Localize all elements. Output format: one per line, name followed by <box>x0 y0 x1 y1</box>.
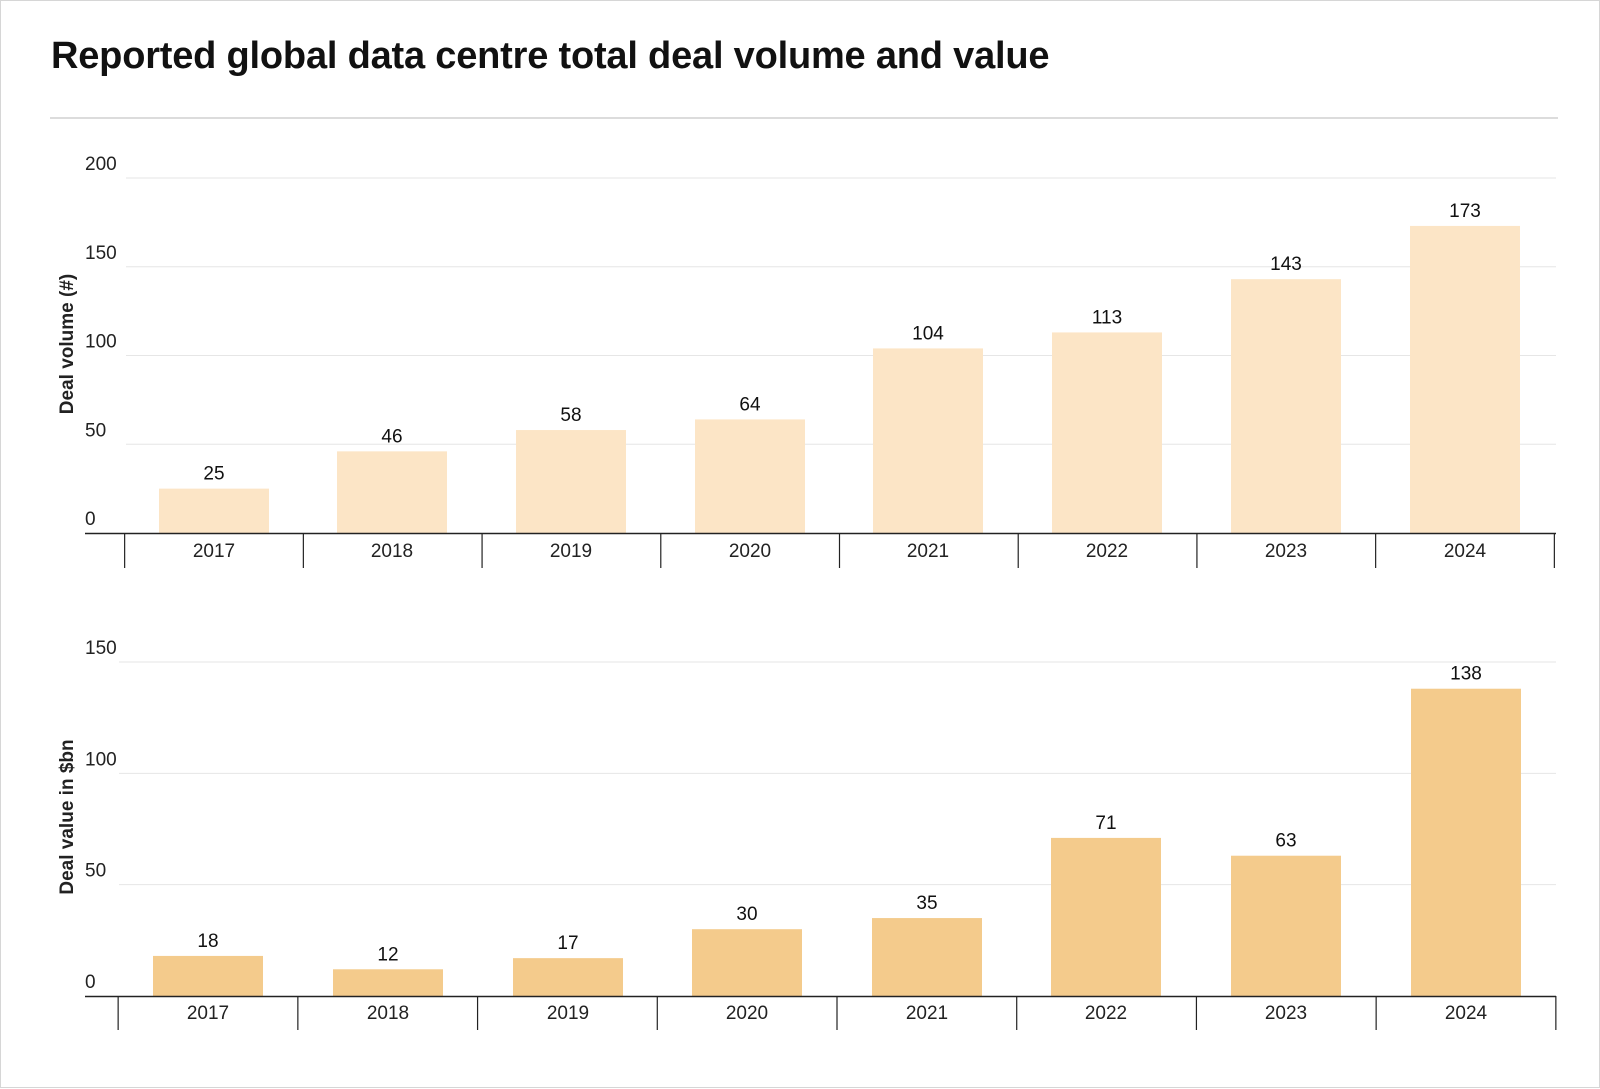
value-x-axis <box>85 995 1557 1030</box>
volume-x-tick-label: 2024 <box>1444 541 1487 562</box>
volume-bar <box>1231 279 1341 533</box>
volume-data-label: 64 <box>739 394 761 415</box>
value-data-labels: 18 12 17 30 35 71 63 138 <box>197 664 1481 966</box>
volume-bar <box>695 419 805 533</box>
value-x-tick-label: 2017 <box>187 1003 229 1024</box>
volume-data-label: 143 <box>1270 254 1302 275</box>
title-divider <box>50 117 1558 119</box>
volume-y-tick-label: 100 <box>85 332 117 353</box>
value-chart: 0 50 100 150 18 12 17 30 35 71 63 138 2017 2018 2019… <box>57 638 1557 1030</box>
volume-bar <box>337 451 447 533</box>
value-y-ticks: 0 50 100 150 <box>85 638 117 993</box>
value-data-label: 138 <box>1450 664 1482 685</box>
value-bar <box>692 929 802 996</box>
value-x-tick-label: 2022 <box>1085 1003 1127 1024</box>
volume-data-label: 113 <box>1092 307 1122 328</box>
volume-y-tick-label: 0 <box>85 509 96 530</box>
volume-y-axis-title: Deal volume (#) <box>57 274 78 414</box>
value-x-tick-label: 2023 <box>1265 1003 1307 1024</box>
value-data-label: 30 <box>736 904 757 925</box>
value-data-label: 35 <box>916 893 937 914</box>
page-title: Reported global data centre total deal v… <box>51 35 1050 77</box>
volume-x-tick-label: 2020 <box>729 541 771 562</box>
volume-bar <box>159 488 269 533</box>
value-bar <box>153 955 263 996</box>
value-bar <box>872 918 982 996</box>
value-bar <box>1231 855 1341 996</box>
value-data-label: 17 <box>557 933 578 954</box>
value-bar <box>1411 688 1521 996</box>
value-x-tick-label: 2024 <box>1445 1003 1488 1024</box>
volume-x-tick-label: 2021 <box>907 541 949 562</box>
value-bars <box>153 688 1521 996</box>
volume-data-label: 25 <box>203 464 224 485</box>
volume-data-label: 104 <box>912 323 944 344</box>
volume-y-tick-label: 150 <box>85 243 117 264</box>
volume-y-ticks: 0 50 100 150 200 <box>85 154 117 530</box>
value-bar <box>333 969 443 996</box>
value-bar <box>1051 837 1161 996</box>
value-bar <box>513 958 623 996</box>
volume-data-labels: 25 46 58 64 104 113 143 173 <box>203 201 1480 485</box>
value-data-label: 63 <box>1275 831 1296 852</box>
volume-gridlines <box>126 177 1556 445</box>
volume-bar <box>1410 225 1520 534</box>
value-x-tick-label: 2019 <box>547 1003 589 1024</box>
value-x-tick-label: 2021 <box>906 1003 948 1024</box>
value-x-tick-label: 2018 <box>367 1003 409 1024</box>
volume-x-axis <box>85 532 1556 568</box>
volume-bar <box>516 430 626 533</box>
value-data-label: 12 <box>377 944 398 965</box>
volume-data-label: 46 <box>381 426 402 447</box>
value-data-label: 18 <box>197 931 218 952</box>
value-y-tick-label: 50 <box>85 861 106 882</box>
value-gridlines <box>119 661 1556 886</box>
volume-x-tick-label: 2018 <box>371 541 413 562</box>
volume-x-tick-label: 2023 <box>1265 541 1307 562</box>
volume-x-tick-label: 2019 <box>550 541 592 562</box>
value-y-tick-label: 150 <box>85 638 117 659</box>
volume-y-tick-label: 50 <box>85 420 106 441</box>
volume-bar <box>1052 332 1162 533</box>
value-y-tick-label: 0 <box>85 972 96 993</box>
value-data-label: 71 <box>1095 813 1116 834</box>
volume-data-label: 173 <box>1449 201 1481 222</box>
volume-bar <box>873 348 983 533</box>
volume-data-label: 58 <box>560 405 581 426</box>
volume-bars <box>159 225 1520 534</box>
volume-x-tick-label: 2017 <box>193 541 235 562</box>
value-x-labels: 2017 2018 2019 2020 2021 2022 2023 2024 <box>187 1003 1488 1024</box>
volume-x-labels: 2017 2018 2019 2020 2021 2022 2023 2024 <box>193 541 1487 562</box>
value-y-axis-title: Deal value in $bn <box>57 739 78 894</box>
volume-y-tick-label: 200 <box>85 154 117 175</box>
volume-x-tick-label: 2022 <box>1086 541 1128 562</box>
value-y-tick-label: 100 <box>85 749 117 770</box>
value-x-tick-label: 2020 <box>726 1003 768 1024</box>
